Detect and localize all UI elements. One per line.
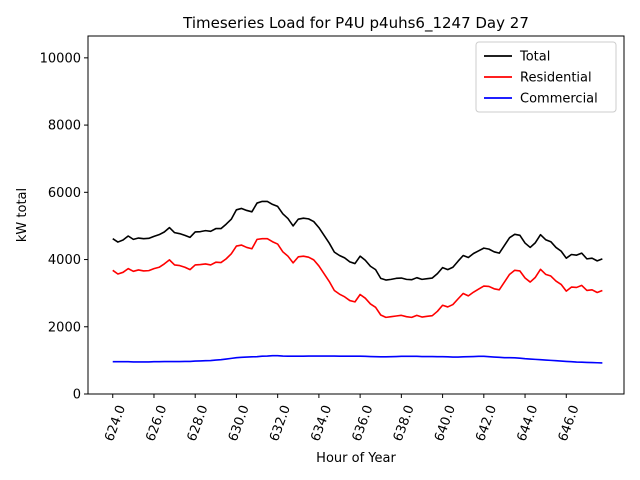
legend-box [475, 41, 617, 113]
series-line-commercial [112, 354, 603, 364]
y-tick-label: 4000 [48, 253, 81, 268]
y-axis-label: kW total [15, 188, 30, 242]
series-layer [112, 200, 603, 364]
x-axis-label: Hour of Year [316, 451, 396, 466]
series-line-total [112, 200, 603, 281]
plot-frame [87, 35, 625, 395]
legend: Total Residential Commercial [475, 41, 617, 113]
y-tick-label: 2000 [48, 320, 81, 335]
legend-label-residential: Residential [520, 71, 592, 86]
chart-title: Timeseries Load for P4U p4uhs6_1247 Day … [182, 14, 529, 33]
legend-label-commercial: Commercial [520, 92, 598, 107]
y-tick-label: 6000 [48, 186, 81, 201]
y-tick-label: 0 [73, 388, 81, 403]
legend-label-total: Total [519, 50, 550, 65]
y-axis: 0 2000 4000 6000 8000 10000 [40, 51, 88, 403]
y-tick-label: 10000 [40, 51, 81, 66]
series-line-residential [112, 237, 603, 319]
y-tick-label: 8000 [48, 119, 81, 134]
